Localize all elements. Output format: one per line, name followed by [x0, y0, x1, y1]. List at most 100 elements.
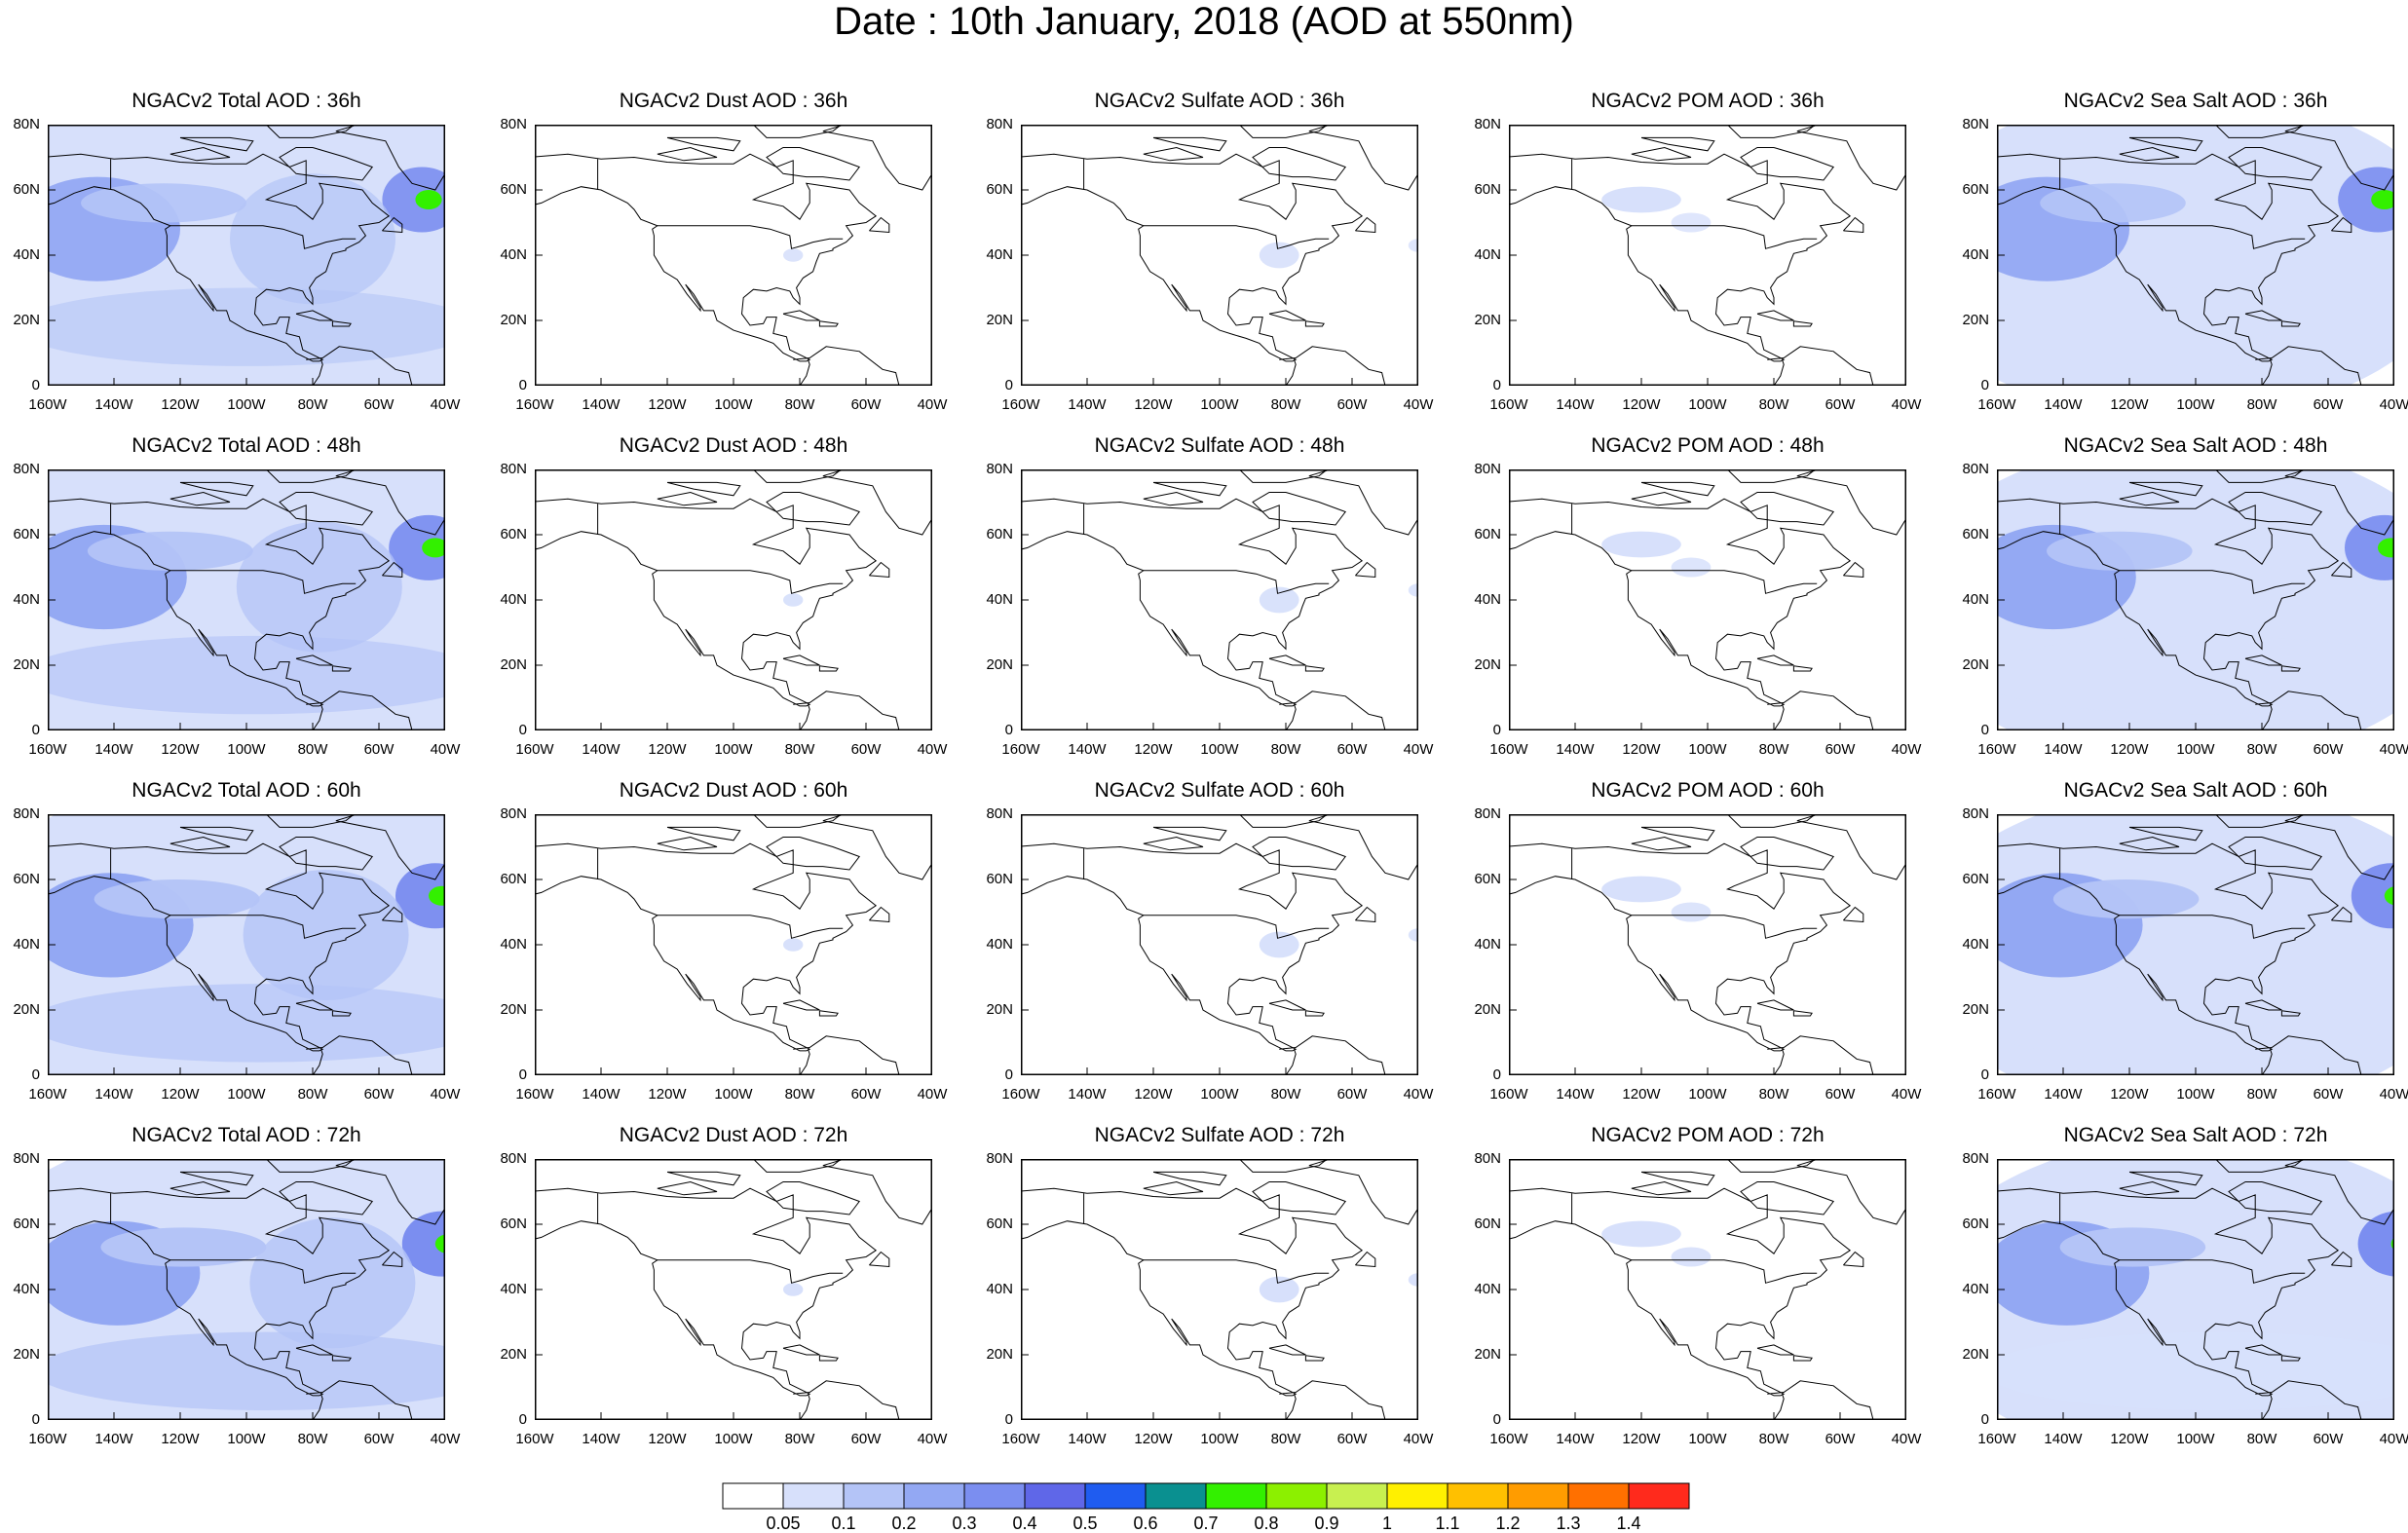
coastline — [657, 225, 844, 249]
y-tick-label: 40N — [986, 246, 1013, 263]
coastline — [265, 814, 356, 828]
x-tick-label: 40W — [1891, 1431, 1922, 1447]
y-tick-label: 0 — [518, 377, 527, 393]
coastline — [312, 704, 323, 730]
x-tick-label: 120W — [648, 1086, 687, 1103]
x-tick-label: 120W — [648, 396, 687, 413]
coastline — [2228, 147, 2323, 181]
y-tick-label: 20N — [13, 656, 40, 673]
figure-title: Date : 10th January, 2018 (AOD at 550nm) — [834, 0, 1574, 43]
coastline — [1509, 153, 1852, 362]
coastline — [1997, 842, 2340, 1052]
coastline — [666, 826, 741, 841]
aod-shading — [230, 173, 395, 305]
coastline — [1796, 125, 1906, 191]
y-tick-label: 0 — [1492, 1066, 1501, 1083]
coastline — [179, 481, 254, 497]
coastline — [169, 915, 357, 939]
y-tick-label: 20N — [986, 1346, 1013, 1363]
coastline — [1773, 1394, 1785, 1420]
coastline — [1021, 1187, 1364, 1397]
y-tick-label: 40N — [13, 936, 40, 953]
x-tick-label: 60W — [2313, 1086, 2344, 1103]
coastline — [1773, 359, 1785, 386]
coastline — [169, 836, 231, 851]
y-tick-label: 0 — [518, 1066, 527, 1083]
x-tick-label: 140W — [2044, 741, 2083, 758]
coastline — [752, 1159, 843, 1173]
colorbar-swatch — [1507, 1482, 1569, 1510]
x-tick-label: 140W — [2044, 396, 2083, 413]
x-tick-label: 100W — [1688, 741, 1727, 758]
x-tick-label: 40W — [917, 741, 948, 758]
aod-shading — [2059, 1227, 2206, 1267]
coastline — [169, 570, 357, 594]
coastline — [179, 826, 254, 841]
x-tick-label: 100W — [2176, 741, 2215, 758]
aod-map-panel — [1509, 469, 1906, 730]
y-tick-label: 80N — [13, 805, 40, 822]
coastline — [869, 216, 890, 234]
coastline — [169, 1259, 357, 1284]
coastline — [1631, 491, 1692, 506]
y-tick-label: 60N — [986, 1215, 1013, 1232]
coastline — [869, 561, 890, 579]
coastline — [1238, 1159, 1329, 1173]
coastline — [1767, 1380, 1874, 1420]
aod-shading — [2040, 183, 2186, 223]
y-tick-label: 60N — [1962, 181, 1989, 198]
x-tick-label: 120W — [1134, 1431, 1173, 1447]
x-tick-label: 80W — [297, 741, 328, 758]
y-tick-label: 80N — [986, 461, 1013, 477]
coastline — [331, 1010, 352, 1017]
map-background — [535, 1159, 932, 1420]
x-tick-label: 40W — [2379, 1086, 2408, 1103]
coastline — [1355, 1251, 1376, 1268]
x-tick-label: 100W — [714, 1431, 753, 1447]
x-tick-label: 60W — [850, 741, 882, 758]
coastline — [1152, 481, 1227, 497]
y-tick-label: 0 — [1492, 722, 1501, 738]
coastline — [818, 665, 839, 672]
x-tick-label: 140W — [1068, 396, 1107, 413]
coastline — [1631, 225, 1818, 249]
aod-shading — [783, 593, 804, 607]
coastline — [2214, 1159, 2305, 1173]
coastline — [799, 704, 810, 730]
aod-map-panel — [535, 469, 932, 730]
aod-map-panel — [1997, 125, 2394, 386]
panel-title: NGACv2 Dust AOD : 36h — [619, 90, 848, 112]
y-tick-label: 40N — [500, 246, 527, 263]
aod-shading — [1601, 876, 1681, 903]
coastline — [1279, 346, 1386, 386]
x-tick-label: 120W — [2110, 741, 2149, 758]
coastline — [1767, 691, 1874, 730]
coastline — [2284, 125, 2394, 191]
coastline — [1843, 216, 1864, 234]
coastline — [1773, 1049, 1785, 1075]
coastline — [1631, 836, 1692, 851]
coastline — [2331, 906, 2352, 923]
coastline — [1285, 359, 1297, 386]
coastline — [1143, 146, 1204, 162]
x-tick-label: 80W — [2246, 1431, 2277, 1447]
coastline — [1268, 310, 1306, 321]
coastline — [1843, 1251, 1864, 1268]
aod-shading — [1671, 902, 1712, 922]
coastline — [1631, 570, 1818, 594]
coastline — [666, 481, 741, 497]
coastline — [2331, 561, 2352, 579]
coastline — [1279, 1380, 1386, 1420]
x-tick-label: 40W — [2379, 396, 2408, 413]
x-tick-label: 160W — [515, 396, 554, 413]
y-tick-label: 0 — [1492, 377, 1501, 393]
coastline — [295, 654, 333, 666]
x-tick-label: 140W — [1556, 741, 1595, 758]
x-tick-label: 40W — [1891, 741, 1922, 758]
x-tick-label: 60W — [363, 396, 395, 413]
x-tick-label: 40W — [430, 741, 461, 758]
x-tick-label: 40W — [2379, 741, 2408, 758]
y-tick-label: 80N — [1474, 116, 1501, 132]
coastline — [2119, 570, 2306, 594]
x-tick-label: 40W — [1403, 1431, 1434, 1447]
